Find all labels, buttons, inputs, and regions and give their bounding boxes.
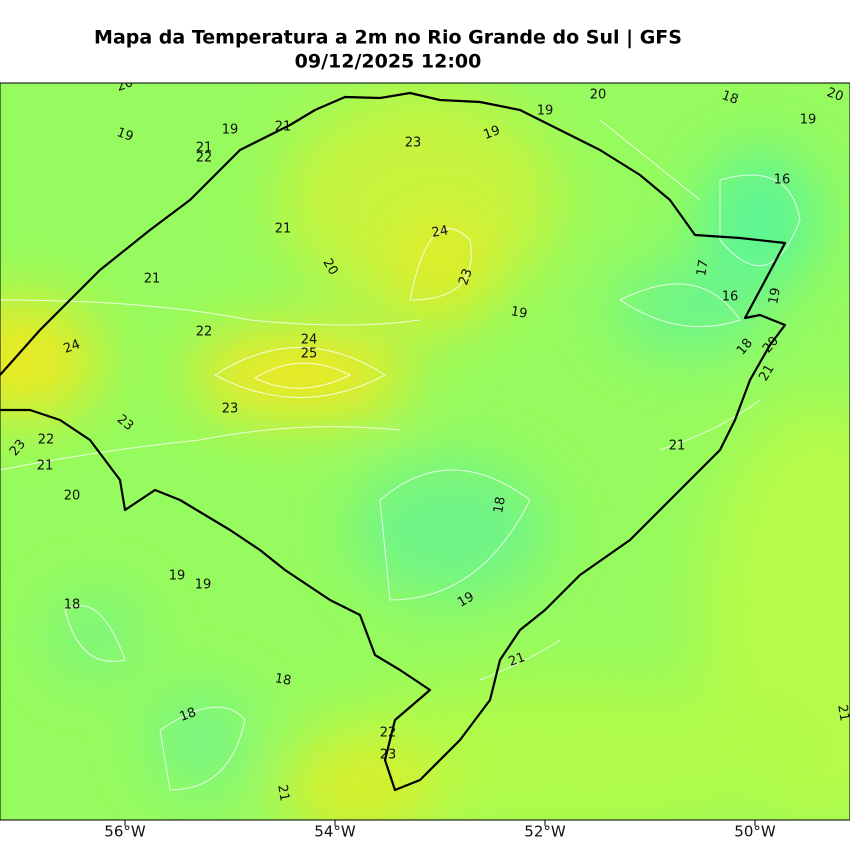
contour-label: 18 <box>64 598 81 613</box>
longitude-label: 52°W <box>524 823 566 841</box>
contour-label: 23 <box>222 402 239 417</box>
contour-label: 18 <box>178 705 199 725</box>
longitude-label: 54°W <box>314 823 356 841</box>
contour-label: 19 <box>510 304 529 322</box>
title: Mapa da Temperatura a 2m no Rio Grande d… <box>94 27 682 49</box>
contour-label: 20 <box>825 85 846 105</box>
contour-label: 19 <box>115 125 136 145</box>
contour-label: 19 <box>800 113 817 128</box>
contour-label: 21 <box>144 272 161 287</box>
contour-label: 23 <box>456 267 476 288</box>
state-border <box>0 91 787 792</box>
contour-label: 24 <box>62 337 83 357</box>
contour-label: 23 <box>405 136 422 151</box>
contour-label: 21 <box>275 120 292 135</box>
longitude-label: 56°W <box>104 823 146 841</box>
map-frame <box>0 82 850 821</box>
contour-label: 21 <box>275 222 292 237</box>
contour-label: 21 <box>196 141 213 156</box>
contour-label: 19 <box>482 123 503 143</box>
contour-label: 19 <box>195 578 212 593</box>
contour-label: 24 <box>301 333 318 348</box>
contour-label: 16 <box>774 173 791 188</box>
contour-label: 19 <box>169 569 186 584</box>
contour-label: 18 <box>491 496 509 515</box>
contour-label: 20 <box>590 88 607 103</box>
contour-label: 16 <box>722 290 739 305</box>
contour-label: 21 <box>37 459 54 474</box>
contour-label: 19 <box>222 123 239 138</box>
contour-label: 22 <box>38 433 55 448</box>
longitude-label: 50°W <box>734 823 776 841</box>
contour-label: 20 <box>115 75 136 95</box>
contour-label: 20 <box>319 256 340 278</box>
contour-label: 22 <box>196 325 213 340</box>
contour-label: 21 <box>507 650 528 670</box>
contour-label: 19 <box>455 589 477 610</box>
contour-label: 24 <box>431 223 450 241</box>
contour-label: 21 <box>669 439 686 454</box>
contour-label: 21 <box>274 784 292 803</box>
contour-label: 23 <box>380 748 397 763</box>
contour-label: 21 <box>834 704 850 723</box>
contour-label: 22 <box>196 151 213 166</box>
contour-label: 17 <box>694 259 712 278</box>
contour-label: 21 <box>756 362 777 384</box>
contour-label: 20 <box>64 489 81 504</box>
contour-label: 22 <box>380 726 397 741</box>
temperature-field <box>0 83 850 820</box>
contour-label: 18 <box>720 88 741 108</box>
contour-label: 19 <box>537 104 554 119</box>
contour-label: 25 <box>301 347 318 362</box>
contour-label: 18 <box>274 671 293 689</box>
contour-label: 19 <box>766 287 784 306</box>
subtitle: 09/12/2025 12:00 <box>295 51 482 73</box>
